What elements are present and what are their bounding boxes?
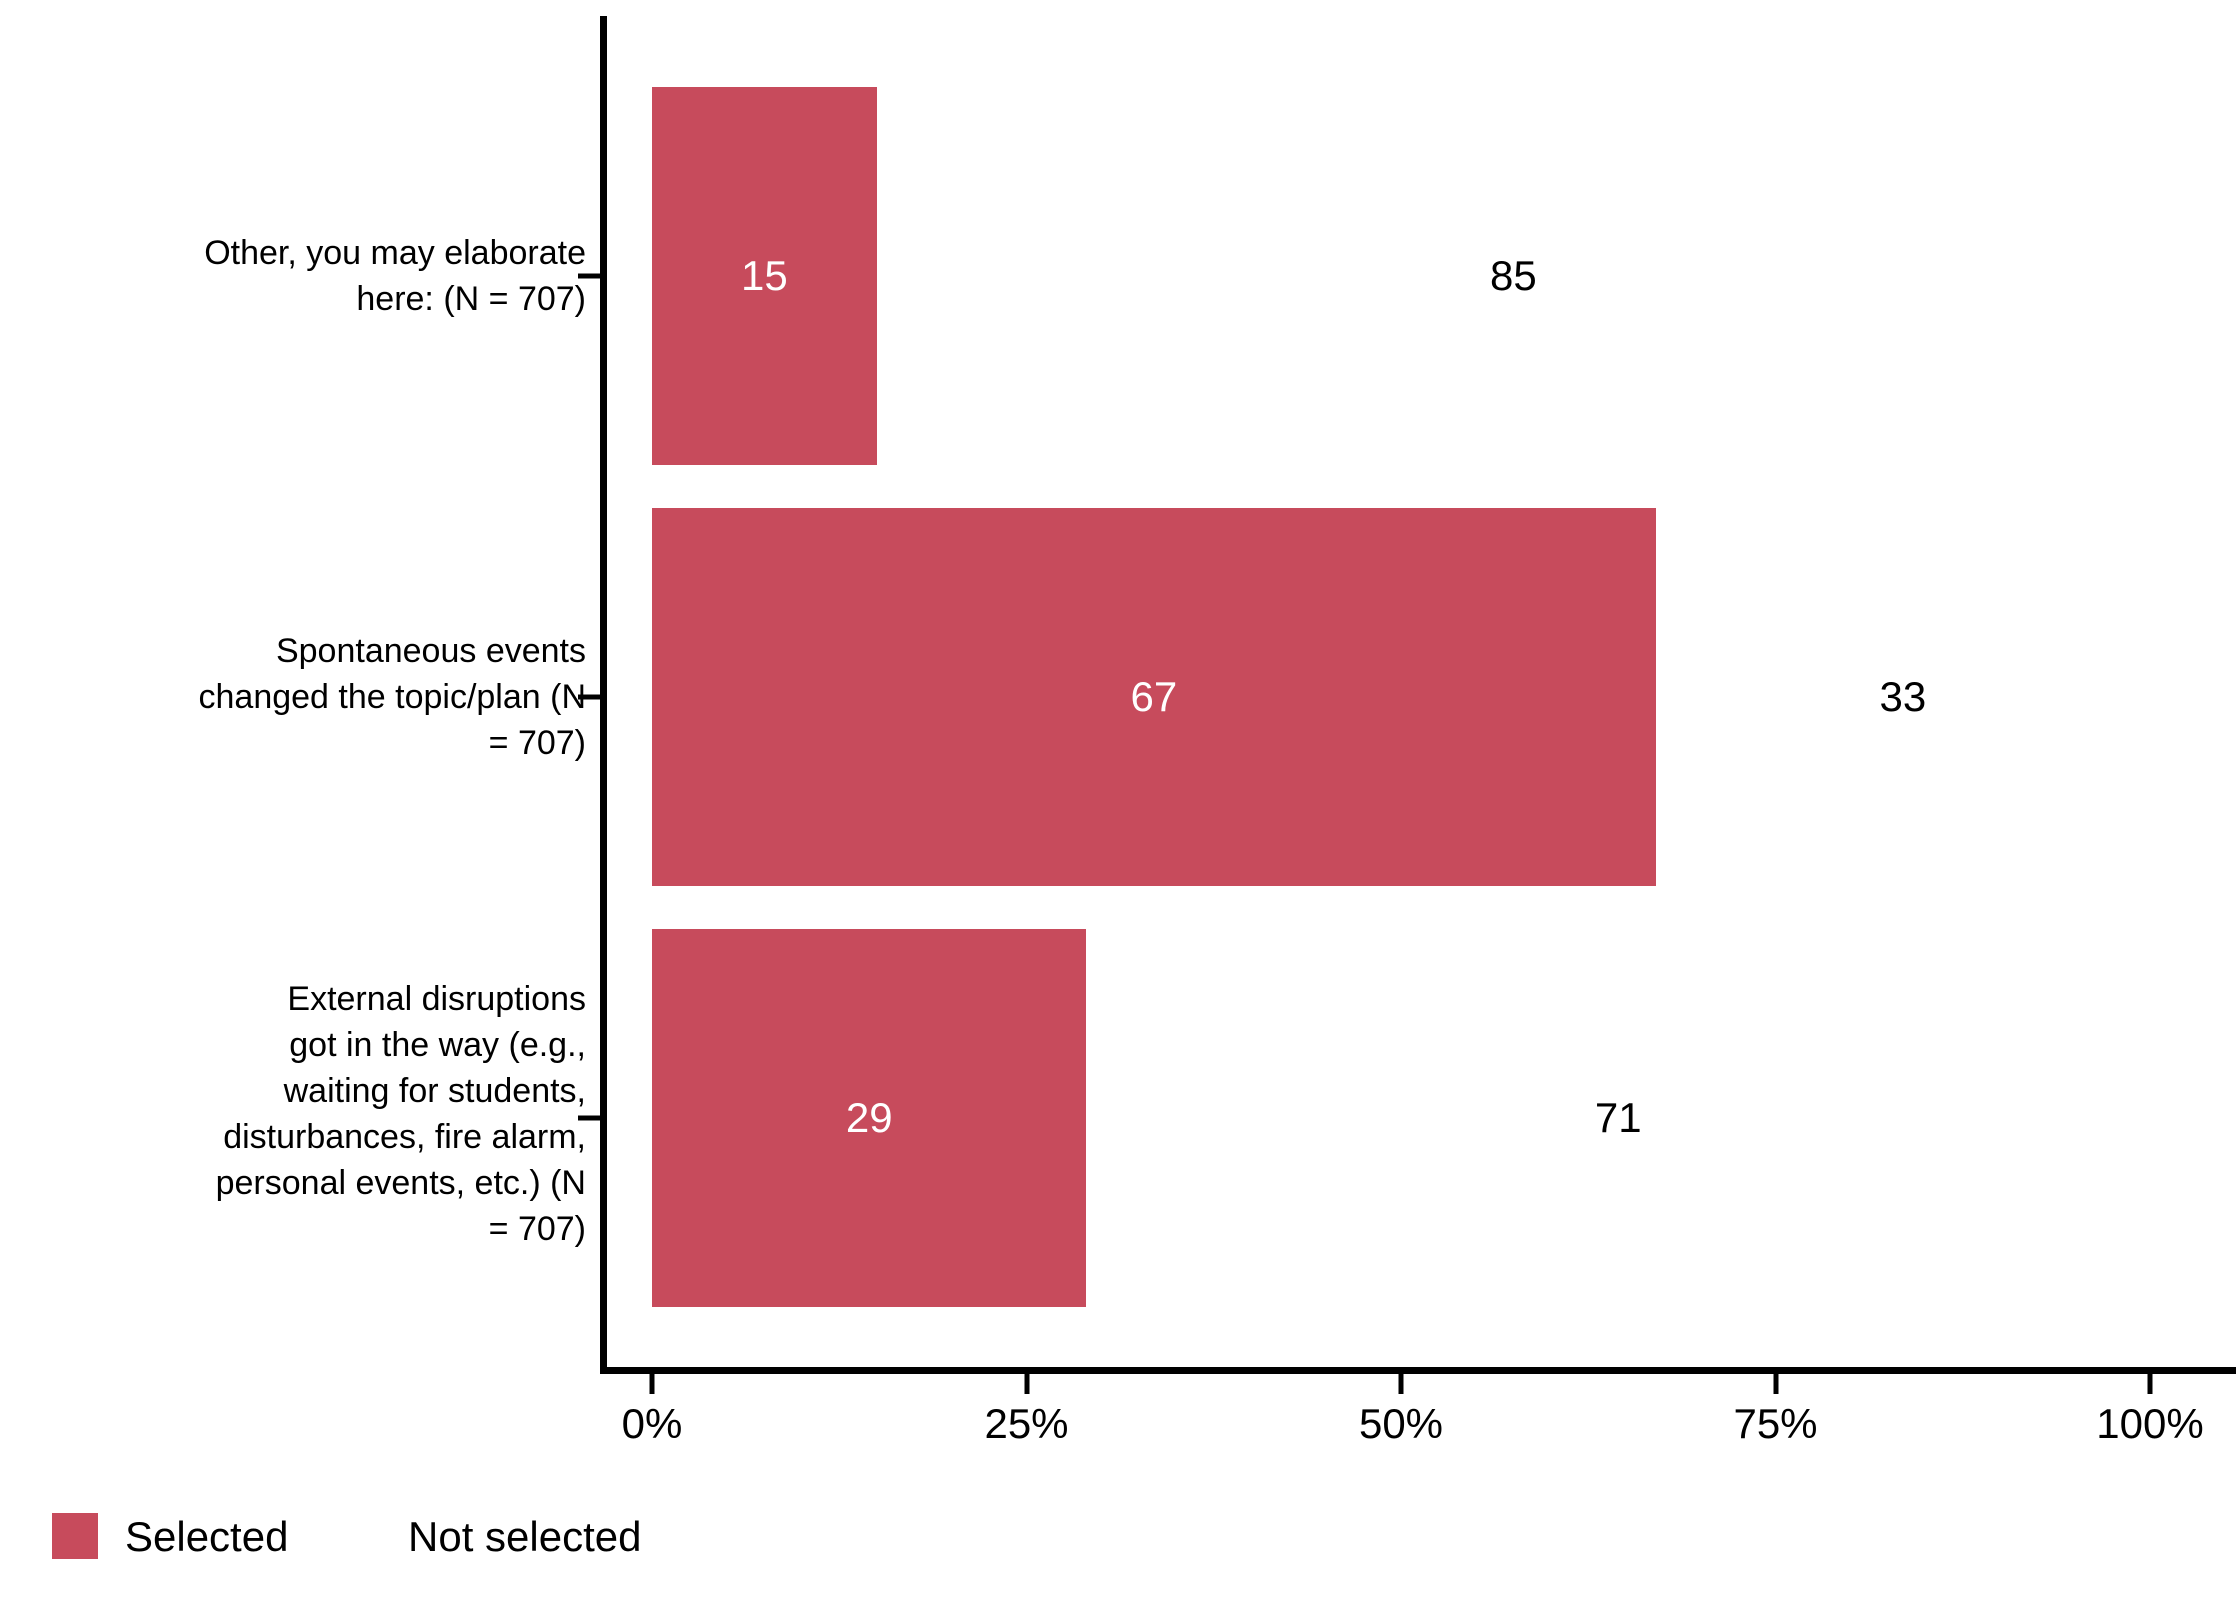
category-label-line: = 707) [488,724,586,762]
category-label-line: = 707) [488,1210,586,1248]
category-label-line: Spontaneous events [275,632,586,670]
x-axis-tick [649,1374,655,1394]
value-label-selected: 15 [740,252,788,299]
y-axis-tick [578,694,600,700]
category-label-line: changed the topic/plan (N [198,678,586,716]
category-label-line: personal events, etc.) (N [215,1164,586,1202]
category-label-line: got in the way (e.g., [289,1026,586,1064]
category-label-other: Other, you may elaborate here: (N = 707) [16,230,586,322]
bar-row: 29 71 [652,929,2150,1307]
bar-selected [652,929,1087,1307]
bar-selected [652,87,877,465]
x-axis-line [600,1367,2236,1374]
y-axis-tick [578,1115,600,1121]
category-label-external-disruptions: External disruptions got in the way (e.g… [16,976,586,1252]
value-label-selected: 67 [1130,673,1178,720]
value-label-not-selected: 33 [1879,673,1927,720]
bar-row: 15 85 [652,87,2150,465]
value-label-selected: 29 [845,1094,893,1141]
legend-swatch-selected [52,1513,98,1559]
category-label-line: here: (N = 707) [356,280,586,318]
plot-area: 15 85 67 33 29 71 0% 25% 50% 75% 100% [622,16,2204,1447]
x-axis-tick [1773,1374,1778,1394]
bar-row: 67 33 [652,508,2150,886]
x-axis-tick [1024,1374,1029,1394]
category-label-line: waiting for students, [283,1072,586,1110]
x-axis-tick [1398,1374,1404,1394]
legend-label-selected: Selected [125,1513,289,1560]
y-axis-line [600,16,607,1374]
category-label-spontaneous-events: Spontaneous events changed the topic/pla… [16,628,586,766]
legend-swatch-not-selected [334,1513,380,1559]
x-axis-tick-label: 25% [984,1400,1069,1447]
x-axis-tick-label: 75% [1733,1400,1818,1447]
legend-label-not-selected: Not selected [408,1513,642,1560]
x-axis-tick-label: 0% [621,1400,683,1447]
category-label-line: External disruptions [287,980,586,1018]
x-axis-tick-label: 100% [2096,1400,2204,1447]
category-label-line: Other, you may elaborate [204,234,586,272]
value-label-not-selected: 85 [1489,252,1537,299]
y-axis-tick [578,273,600,279]
x-axis-tick [2147,1374,2153,1394]
category-label-line: disturbances, fire alarm, [223,1118,586,1156]
value-label-not-selected: 71 [1594,1094,1642,1141]
bar-selected [652,508,1656,886]
x-axis-tick-label: 50% [1358,1400,1444,1447]
